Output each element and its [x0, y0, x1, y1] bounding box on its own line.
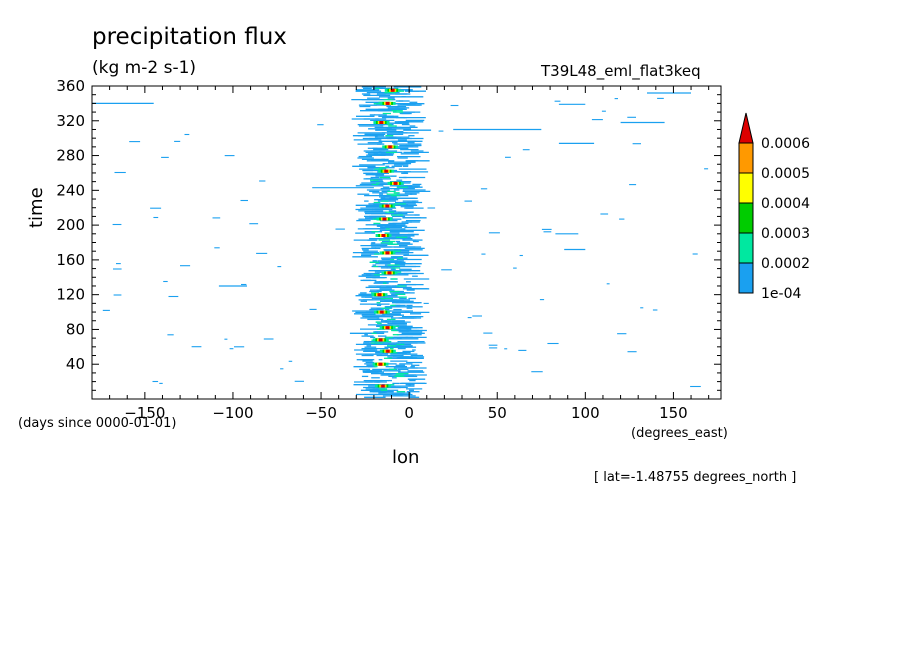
x-tick-label: 50 — [488, 404, 507, 422]
x-tick-label: 100 — [571, 404, 600, 422]
precip-hotspot — [393, 181, 398, 185]
precip-hotspot — [385, 326, 390, 330]
precip-cells — [92, 86, 709, 398]
colorbar-label: 0.0003 — [761, 226, 810, 242]
y-tick-label: 120 — [56, 286, 85, 304]
precip-hotspot — [385, 101, 390, 105]
precip-hotspot — [384, 169, 388, 173]
y-tick-label: 280 — [56, 147, 85, 165]
precip-hotspot — [385, 251, 390, 255]
precip-hotspot — [391, 88, 395, 92]
precip-hotspot — [379, 121, 383, 124]
precip-hotspot — [381, 234, 386, 237]
y-tick-label: 320 — [56, 112, 85, 130]
colorbar-label: 0.0004 — [761, 196, 810, 212]
colorbar-segment — [738, 142, 754, 174]
precip-hotspot — [378, 362, 383, 366]
x-tick-label: 0 — [404, 404, 414, 422]
precip-hotspot — [377, 293, 382, 297]
y-tick-label: 200 — [56, 216, 85, 234]
colorbar-legend: 1e-04 0.0002 0.0003 0.0004 0.0005 0.0006 — [738, 112, 810, 302]
chart-title: precipitation flux — [92, 24, 287, 50]
precip-hotspot — [381, 384, 385, 388]
y-tick-label: 240 — [56, 181, 85, 199]
precip-hotspot — [380, 310, 384, 314]
precip-hotspot — [382, 217, 387, 221]
colorbar-segment — [738, 232, 754, 264]
colorbar-label: 1e-04 — [761, 286, 801, 302]
latitude-note: [ lat=-1.48755 degrees_north ] — [594, 470, 797, 485]
x-axis-label: lon — [392, 447, 420, 468]
run-label: T39L48_eml_flat3keq — [541, 62, 701, 80]
x-axis-units-note: (degrees_east) — [631, 426, 728, 441]
precip-hotspot — [385, 204, 389, 208]
colorbar-label: 0.0006 — [761, 136, 810, 152]
y-tick-label: 160 — [56, 251, 85, 269]
colorbar-segment — [738, 172, 754, 204]
colorbar-extend-arrow — [738, 112, 754, 144]
y-tick-label: 40 — [66, 355, 85, 373]
colorbar-segment — [738, 202, 754, 234]
precip-hotspot — [378, 338, 383, 342]
colorbar-segment — [738, 262, 754, 294]
precip-hotspot — [388, 145, 392, 149]
chart-units: (kg m-2 s-1) — [92, 58, 197, 78]
y-axis-label: time — [26, 187, 47, 228]
precip-hotspot — [386, 349, 390, 353]
y-tick-label: 360 — [56, 77, 85, 95]
plot-area: 40 80 120 160 200 240 280 320 360 −150 −100 −50 0 50 1… — [56, 77, 722, 422]
y-axis-units-note: (days since 0000-01-01) — [18, 416, 177, 431]
x-tick-label: −100 — [212, 404, 253, 422]
y-tick-label: 80 — [66, 320, 85, 338]
x-tick-label: −150 — [124, 404, 165, 422]
precip-hotspot — [387, 271, 392, 275]
colorbar-label: 0.0005 — [761, 166, 810, 182]
x-tick-label: −50 — [305, 404, 337, 422]
colorbar-label: 0.0002 — [761, 256, 810, 272]
x-tick-label: 150 — [659, 404, 688, 422]
